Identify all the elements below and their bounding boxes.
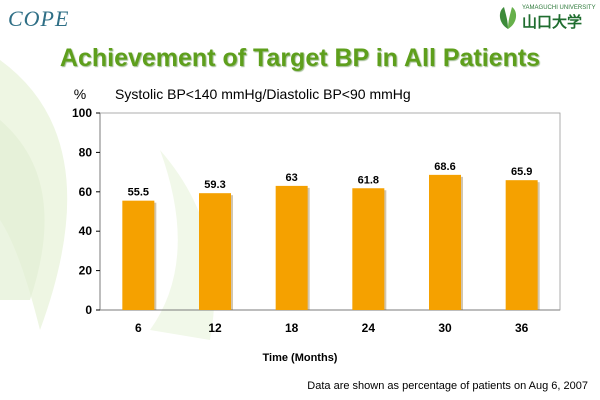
- bar-value-label: 59.3: [204, 179, 225, 191]
- x-tick-label: 12: [208, 321, 222, 335]
- y-tick-label: 100: [72, 106, 92, 120]
- x-axis-label: Time (Months): [263, 352, 338, 364]
- bar-24: [352, 188, 385, 310]
- y-tick-label: 60: [79, 185, 93, 199]
- y-tick-label: 20: [79, 264, 93, 278]
- x-axis-ticks: 6 12 18 24 30 36: [135, 321, 529, 335]
- bar-36: [505, 180, 538, 310]
- x-tick-label: 18: [285, 321, 299, 335]
- yamaguchi-university-logo: YAMAGUCHI UNIVERSITY 山口大学: [496, 3, 596, 33]
- y-tick-label: 0: [85, 303, 92, 317]
- bar-18: [275, 185, 308, 310]
- university-name-jp: 山口大学: [522, 13, 583, 31]
- bar-12: [199, 193, 231, 310]
- bar-value-label: 55.5: [128, 187, 149, 199]
- leaf-emblem-icon: [499, 7, 517, 29]
- y-tick-label: 40: [79, 224, 93, 238]
- x-tick-label: 36: [515, 321, 529, 335]
- plot-area-frame: [99, 112, 561, 311]
- slide-title: Achievement of Target BP in All Patients: [59, 44, 541, 72]
- x-tick-label: 24: [362, 321, 376, 335]
- cope-logo-wordmark: COPE: [8, 6, 69, 31]
- footnote: Data are shown as percentage of patients…: [307, 380, 588, 392]
- x-tick-label: 6: [135, 321, 142, 335]
- chart-title: Systolic BP<140 mmHg/Diastolic BP<90 mmH…: [115, 86, 411, 102]
- bar-series: 55.5 59.3 63 61.8 68.6 65.9: [122, 161, 540, 310]
- y-axis-label: %: [74, 86, 86, 102]
- bar-value-label: 65.9: [511, 166, 532, 178]
- cope-logo: COPE: [6, 4, 106, 32]
- y-tick-label: 80: [79, 145, 93, 159]
- bar-value-label: 61.8: [358, 174, 379, 186]
- bar-6: [122, 200, 155, 310]
- university-name-en: YAMAGUCHI UNIVERSITY: [522, 5, 596, 11]
- y-axis-ticks: 0 20 40 60 80 100: [72, 106, 100, 317]
- x-tick-label: 30: [438, 321, 452, 335]
- bar-value-label: 63: [286, 172, 298, 184]
- bar-value-label: 68.6: [434, 161, 455, 173]
- bar-30: [429, 174, 461, 310]
